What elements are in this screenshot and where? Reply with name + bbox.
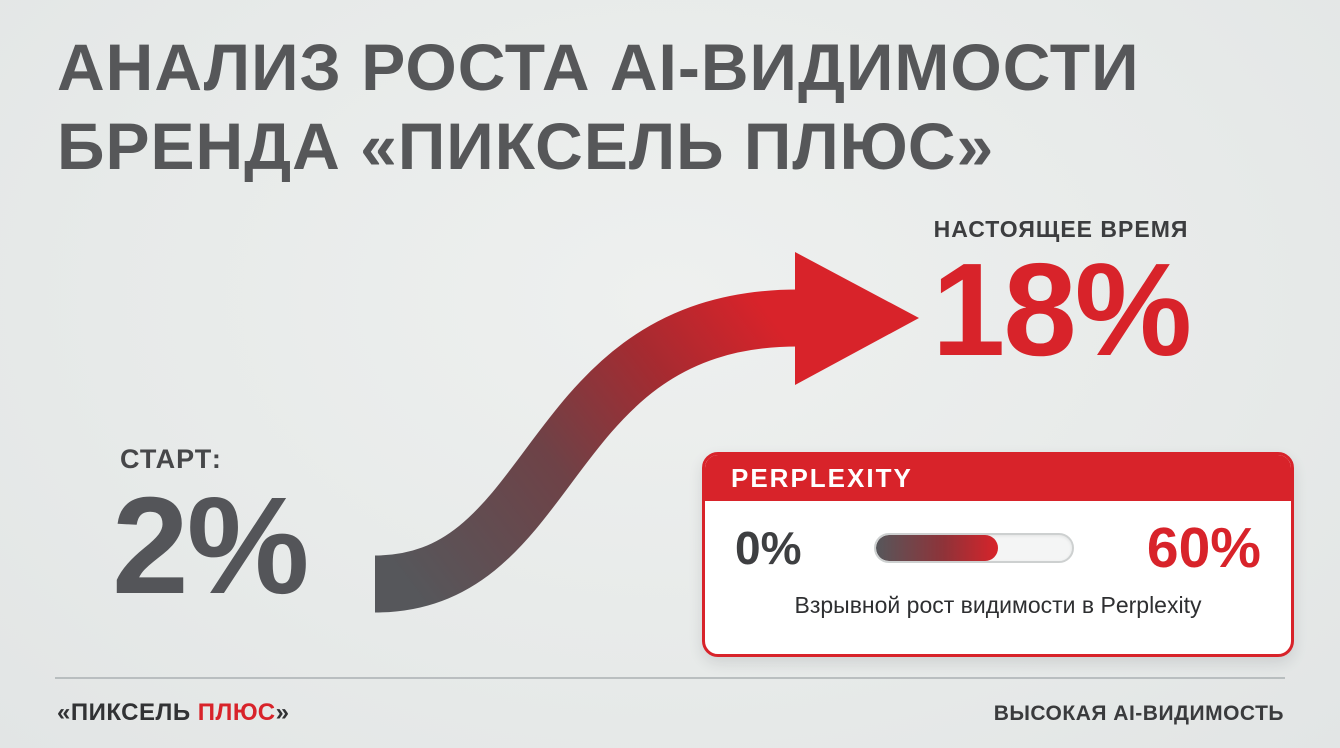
current-value: 18% xyxy=(931,236,1192,383)
perplexity-card: PERPLEXITY 0% 60% Взрывной рост видимост… xyxy=(702,452,1294,657)
card-header: PERPLEXITY xyxy=(705,455,1291,501)
arrow-head xyxy=(795,252,919,385)
start-label: СТАРТ: xyxy=(120,444,222,474)
card-header-title: PERPLEXITY xyxy=(731,462,913,493)
current-metric: НАСТОЯЩЕЕ ВРЕМЯ 18% xyxy=(893,216,1229,383)
title-line-1: АНАЛИЗ РОСТА AI-ВИДИМОСТИ xyxy=(57,30,1140,104)
footer-brand-part3: » xyxy=(275,699,290,726)
title-line-2: БРЕНДА «ПИКСЕЛЬ ПЛЮС» xyxy=(57,109,995,184)
footer-brand-accent: ПЛЮС xyxy=(190,699,276,726)
progress-max-value: 60% xyxy=(1146,516,1261,580)
card-caption: Взрывной рост видимости в Perplexity xyxy=(794,592,1202,618)
start-value: 2% xyxy=(112,469,309,623)
footer-brand-part1: «ПИКСЕЛЬ xyxy=(57,699,191,726)
progress-fill xyxy=(876,535,998,561)
footer-tagline: ВЫСОКАЯ AI-ВИДИМОСТЬ xyxy=(993,702,1284,725)
footer-divider xyxy=(55,677,1285,679)
progress-row: 0% 60% xyxy=(735,515,1261,581)
start-metric: СТАРТ: 2% xyxy=(112,444,309,623)
arrow-curve xyxy=(373,289,799,613)
card-body: 0% 60% Взрывной рост видимости в Perplex… xyxy=(705,501,1291,619)
progress-bar xyxy=(874,533,1075,563)
page-title: АНАЛИЗ РОСТА AI-ВИДИМОСТИ БРЕНДА «ПИКСЕЛ… xyxy=(57,28,1140,186)
footer-brand: «ПИКСЕЛЬ ПЛЮС» xyxy=(57,699,290,727)
progress-min-value: 0% xyxy=(735,522,802,574)
current-label: НАСТОЯЩЕЕ ВРЕМЯ xyxy=(933,216,1189,242)
growth-arrow xyxy=(373,252,919,613)
